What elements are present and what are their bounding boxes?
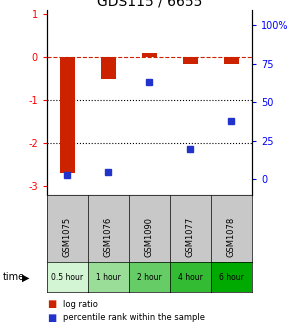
Text: 0.5 hour: 0.5 hour xyxy=(51,273,84,282)
Bar xyxy=(59,57,75,173)
Text: ■: ■ xyxy=(47,312,56,323)
Text: log ratio: log ratio xyxy=(63,300,98,308)
Text: time: time xyxy=(3,272,25,282)
Text: ▶: ▶ xyxy=(22,273,30,283)
Text: ■: ■ xyxy=(47,299,56,309)
Text: 2 hour: 2 hour xyxy=(137,273,162,282)
Text: 4 hour: 4 hour xyxy=(178,273,203,282)
Bar xyxy=(142,53,157,57)
Bar xyxy=(224,57,239,64)
Text: 1 hour: 1 hour xyxy=(96,273,121,282)
Text: GSM1075: GSM1075 xyxy=(63,217,72,257)
Title: GDS115 / 6655: GDS115 / 6655 xyxy=(97,0,202,9)
Bar xyxy=(183,57,198,64)
Text: 6 hour: 6 hour xyxy=(219,273,244,282)
Text: GSM1077: GSM1077 xyxy=(186,216,195,257)
Text: percentile rank within the sample: percentile rank within the sample xyxy=(63,313,205,322)
Text: GSM1090: GSM1090 xyxy=(145,217,154,257)
Text: GSM1078: GSM1078 xyxy=(227,216,236,257)
Bar xyxy=(100,57,116,79)
Text: GSM1076: GSM1076 xyxy=(104,216,113,257)
